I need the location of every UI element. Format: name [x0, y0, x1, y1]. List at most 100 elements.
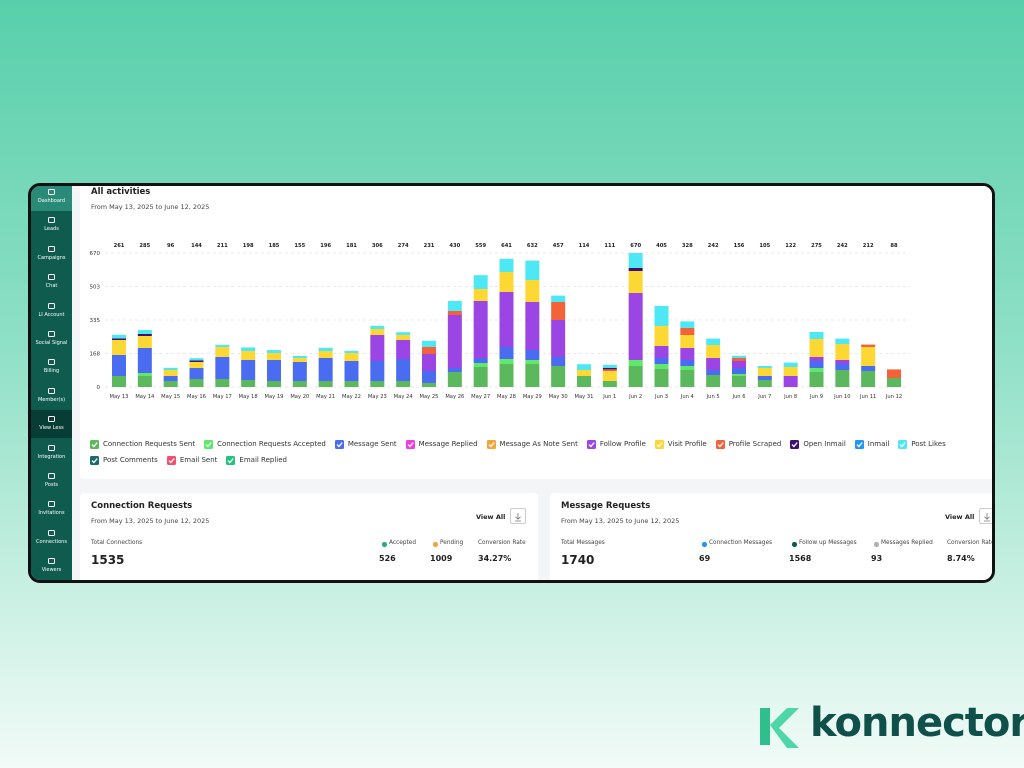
bar-segment: [370, 361, 385, 381]
nav-item[interactable]: Connections: [31, 524, 72, 552]
bar-segment: [215, 344, 230, 347]
legend-label: Connection Requests Sent: [103, 440, 196, 448]
legend-item[interactable]: Profile Scraped: [715, 439, 781, 449]
nav-item[interactable]: Integration: [31, 439, 72, 467]
bar-segment: [163, 376, 178, 381]
bar-segment: [292, 381, 307, 387]
bar-segment: [706, 375, 721, 387]
legend-label: Email Replied: [239, 456, 287, 464]
bar-segment: [447, 311, 462, 315]
check-icon: [899, 441, 906, 447]
x-tick-label: May 31: [575, 394, 594, 400]
bar-segment: [112, 334, 126, 339]
legend-item[interactable]: Connection Requests Sent: [90, 439, 195, 449]
check-icon: [717, 441, 724, 447]
view-all-link[interactable]: View All: [945, 513, 975, 521]
nav-item[interactable]: View Less: [31, 410, 72, 439]
bar-segment: [680, 370, 695, 387]
bar-segment: [241, 360, 256, 380]
legend-item[interactable]: Connection Requests Accepted: [204, 439, 326, 449]
legend-checkbox: [204, 439, 214, 449]
bar-segment: [602, 371, 617, 381]
bar-segment: [163, 381, 178, 387]
bar-segment: [809, 361, 824, 368]
legend-checkbox: [790, 439, 800, 449]
bar-segment: [137, 336, 152, 348]
bar-segment: [525, 302, 540, 350]
bar-segment: [499, 359, 514, 364]
legend-item[interactable]: Email Sent: [166, 455, 217, 465]
bar-segment: [757, 376, 772, 380]
legend-checkbox: [854, 439, 864, 449]
nav-item[interactable]: Leads: [31, 211, 72, 239]
check-icon: [205, 441, 212, 447]
nav-item[interactable]: Viewers: [31, 552, 72, 580]
stat-dot: [382, 542, 387, 547]
x-tick-label: May 21: [316, 394, 335, 400]
nav-item[interactable]: Billing: [31, 353, 72, 381]
bar-segment: [447, 372, 462, 387]
nav-label: Chat: [45, 283, 58, 290]
x-tick-label: May 18: [239, 394, 258, 400]
nav-item[interactable]: Social Signal: [31, 325, 72, 353]
legend-label: Message Sent: [347, 440, 397, 448]
nav-item[interactable]: Dashboard: [31, 186, 72, 211]
total-label: 641: [501, 243, 512, 249]
bar-segment: [732, 376, 746, 387]
nav-label: Viewers: [41, 567, 62, 574]
bar-segment: [267, 381, 281, 387]
bar-segment: [577, 376, 591, 387]
bar-segment: [473, 363, 488, 367]
stat-dot: [433, 542, 438, 547]
bar-segment: [473, 301, 488, 358]
nav-item[interactable]: Member(s): [31, 382, 72, 410]
legend-checkbox: [586, 439, 596, 449]
bar-segment: [215, 347, 230, 357]
bar-segment: [473, 289, 488, 301]
bar-segment: [887, 378, 901, 387]
view-all-link[interactable]: View All: [476, 513, 506, 521]
legend-item[interactable]: Post Likes: [898, 439, 946, 449]
legend-item[interactable]: Post Comments: [90, 455, 158, 465]
bar-segment: [809, 357, 824, 361]
bar-segment: [137, 334, 152, 336]
download-button[interactable]: [510, 508, 526, 524]
nav-item[interactable]: LI Account: [31, 297, 72, 325]
legend-item[interactable]: Open Inmail: [790, 439, 846, 449]
legend-item[interactable]: Follow Profile: [586, 439, 646, 449]
bar-segment: [189, 362, 204, 368]
nav-icon: [48, 529, 55, 536]
legend-item[interactable]: Message As Note Sent: [486, 439, 578, 449]
bar-segment: [215, 379, 230, 387]
bar-segment: [525, 260, 540, 280]
total-label: 196: [320, 243, 331, 249]
x-tick-label: Jun 1: [602, 394, 616, 400]
chart-subtitle: From May 13, 2025 to June 12, 2025: [91, 203, 210, 211]
legend-item[interactable]: Message Replied: [405, 439, 478, 449]
bar-segment: [628, 253, 643, 268]
legend-item[interactable]: Inmail: [854, 439, 889, 449]
bar-segment: [267, 353, 281, 360]
x-tick-label: May 26: [445, 394, 464, 400]
download-icon: [984, 513, 990, 522]
download-button[interactable]: [979, 508, 992, 524]
bar-segment: [835, 344, 850, 360]
bar-segment: [267, 350, 281, 353]
legend-item[interactable]: Email Replied: [226, 455, 287, 465]
nav-item[interactable]: Chat: [31, 268, 72, 296]
nav-item[interactable]: Posts: [31, 467, 72, 495]
legend-item[interactable]: Message Sent: [334, 439, 397, 449]
legend-item[interactable]: Visit Profile: [654, 439, 707, 449]
bar-segment: [551, 357, 566, 366]
message-requests-card: Message Requests From May 13, 2025 to Jun…: [550, 493, 992, 580]
bar-segment: [112, 376, 126, 387]
nav-label: Leads: [44, 226, 59, 233]
x-tick-label: May 16: [187, 394, 206, 400]
nav-item[interactable]: Invitations: [31, 495, 72, 523]
x-tick-label: May 13: [110, 394, 129, 400]
x-tick-label: May 20: [290, 394, 309, 400]
bar-segment: [577, 364, 591, 370]
total-label: 328: [682, 243, 693, 249]
nav-item[interactable]: Campaigns: [31, 240, 72, 268]
